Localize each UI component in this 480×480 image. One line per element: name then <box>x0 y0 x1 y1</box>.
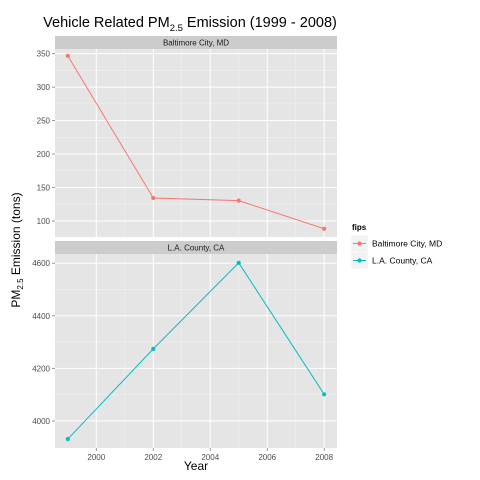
data-point <box>151 195 156 201</box>
legend-label: L.A. County, CA <box>372 256 433 266</box>
data-point <box>236 198 241 203</box>
legend-label: Baltimore City, MD <box>372 239 442 249</box>
x-tick-label: 2004 <box>201 453 219 462</box>
series-line <box>67 55 325 230</box>
y-tick-label: 200 <box>37 150 51 159</box>
facet-strip <box>55 241 337 254</box>
legend-key-point <box>357 241 362 246</box>
y-tick-label: 150 <box>37 183 51 192</box>
x-tick-label: 2000 <box>87 453 105 462</box>
data-point <box>322 226 327 231</box>
y-tick-label: 350 <box>37 50 51 59</box>
legend-entries: Baltimore City, MD L.A. County, CA <box>350 234 442 270</box>
x-axis-title: Year <box>184 459 208 473</box>
facet-strip-label: L.A. County, CA <box>168 244 225 253</box>
x-tick-label: 2002 <box>144 453 162 462</box>
legend-key-point <box>357 258 362 263</box>
legend: fips Baltimore City, MD L.A. County, CA <box>350 223 442 270</box>
x-tick-label: 2006 <box>258 453 276 462</box>
facet-panels: Baltimore City, MD 100 150 200 250 300 350 L.A.… <box>32 36 337 462</box>
series-line <box>67 262 325 440</box>
y-tick-label: 4200 <box>32 364 50 373</box>
y-tick-label: 4000 <box>32 417 50 426</box>
data-point <box>65 436 70 442</box>
y-tick-label: 250 <box>37 117 51 126</box>
panel-background <box>55 254 337 448</box>
facet-panel: Baltimore City, MD 100 150 200 250 300 350 <box>37 36 337 237</box>
facet-strip-label: Baltimore City, MD <box>163 39 229 48</box>
chart-title: Vehicle Related PM2.5 Emission (1999 - 2… <box>43 15 337 34</box>
y-tick-label: 4600 <box>32 259 50 268</box>
facet-strip <box>55 36 337 49</box>
data-point <box>322 392 327 397</box>
panel-background <box>55 49 337 237</box>
data-point <box>65 53 70 58</box>
y-tick-label: 4400 <box>32 312 50 321</box>
x-tick-label: 2008 <box>315 453 333 462</box>
y-axis-title: PM2.5 Emission (tons) <box>9 192 25 307</box>
data-point <box>236 260 241 265</box>
facet-panel: L.A. County, CA 4000 4200 4400 4600 <box>32 241 337 448</box>
y-tick-label: 300 <box>37 83 51 92</box>
legend-title: fips <box>352 223 367 232</box>
y-tick-label: 100 <box>37 217 51 226</box>
data-point <box>151 346 156 351</box>
